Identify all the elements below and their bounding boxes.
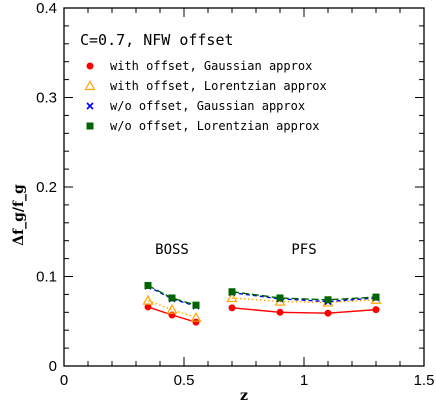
data-point (276, 294, 284, 302)
legend-marker (84, 80, 96, 91)
data-point (226, 292, 238, 303)
data-point (192, 301, 200, 309)
legend-marker (86, 122, 94, 130)
series-line (231, 297, 377, 304)
data-point (144, 303, 152, 311)
y-tick-label: 0.2 (36, 179, 57, 196)
x-tick-label: 1.5 (414, 372, 435, 389)
legend-label: w/o offset, Gaussian approx (110, 99, 305, 113)
y-tick-label: 0.1 (36, 269, 57, 286)
group-annotation: BOSS (155, 242, 189, 258)
data-point (192, 318, 200, 326)
y-axis-title: Δf_g/f_g (11, 184, 27, 246)
y-tick-label: 0.3 (36, 90, 57, 107)
series-line (147, 300, 197, 319)
data-point (144, 281, 152, 289)
y-tick-label: 0 (49, 358, 57, 375)
series-4 (144, 281, 380, 309)
legend-label: w/o offset, Lorentzian approx (110, 119, 320, 133)
data-point (168, 294, 176, 302)
data-point (190, 311, 202, 322)
legend-marker (86, 62, 94, 70)
data-point (166, 303, 178, 314)
legend-marker (86, 102, 94, 110)
data-point (324, 309, 332, 317)
data-point (324, 296, 332, 304)
data-point (228, 304, 236, 312)
y-tick-label: 0.4 (36, 0, 57, 17)
x-axis-title: z (240, 388, 248, 404)
group-annotation: PFS (291, 242, 316, 258)
series-line (147, 284, 197, 306)
legend-label: with offset, Gaussian approx (110, 59, 312, 73)
series-line (231, 291, 377, 301)
series-line (231, 291, 377, 303)
chart-title: C=0.7, NFW offset (80, 31, 234, 49)
x-tick-label: 0.5 (174, 372, 195, 389)
data-point (276, 308, 284, 316)
series-line (147, 285, 197, 307)
x-tick-label: 1 (300, 372, 308, 389)
data-point (142, 294, 154, 305)
series-line (231, 307, 377, 314)
data-point (228, 288, 236, 296)
data-point (372, 293, 380, 301)
x-tick-label: 0 (60, 372, 68, 389)
data-point (372, 306, 380, 314)
legend-label: with offset, Lorentzian approx (110, 79, 327, 93)
